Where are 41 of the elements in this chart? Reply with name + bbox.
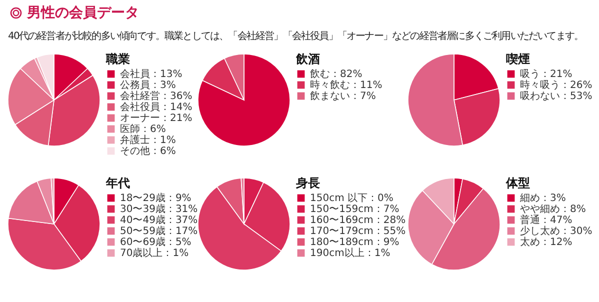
legend-label: 弁護士：1% <box>120 134 176 146</box>
legend-label: 時々飲む：11% <box>310 79 382 91</box>
legend-label: 70歳以上：1% <box>120 247 189 259</box>
legend-label: 普通：47% <box>520 214 572 226</box>
legend-label: 少し太め：30% <box>520 225 592 237</box>
legend-label: 飲まない：7% <box>310 91 376 102</box>
legend-title: 職業 <box>105 52 130 66</box>
legend-label: 150cm 以下：0% <box>310 192 394 204</box>
legend-label: 細め：3% <box>519 193 566 204</box>
pie-slice <box>198 54 290 146</box>
legend-label: 170〜179cm：55% <box>310 226 406 237</box>
legend-title: 飲酒 <box>295 52 320 66</box>
legend-label: 30〜39歳：31% <box>120 203 198 215</box>
legend-label: 公務員：3% <box>120 79 176 91</box>
legend-title: 身長 <box>295 176 320 190</box>
chart-title: 男性の会員データ <box>27 4 139 22</box>
legend-label: 180〜189cm：9% <box>310 237 400 248</box>
legend-label: 18〜29歳：9% <box>120 192 192 204</box>
legend-label: 50〜59歳：17% <box>120 225 198 237</box>
text: 40代の経営者が比較的多い傾向です。職業としては、「会社経営」「会社役員」「オーナー」などの経営者層に多くご利用いただいてます。 <box>8 30 584 43</box>
legend-label: 会社員：13% <box>120 68 182 80</box>
legend-label: 飲む：82% <box>310 69 362 80</box>
legend-title: 体型 <box>505 176 530 190</box>
legend-label: 医師：6% <box>120 123 166 135</box>
legend-label: 40〜49歳：37% <box>120 214 198 226</box>
legend-label: 60〜69歳：5% <box>120 236 192 248</box>
legend-label: 190cm以上：1% <box>310 247 390 259</box>
legend-title: 年代 <box>105 176 130 190</box>
legend-label: 150〜159cm：7% <box>310 204 400 215</box>
legend-label: 160〜169cm：28% <box>310 215 406 226</box>
pie-slice <box>202 58 244 100</box>
legend-label: 会社役員：14% <box>120 101 192 113</box>
legend-label: 時々吸う：26% <box>520 79 592 91</box>
legend-label: 吸わない：53% <box>520 91 592 102</box>
legend-label: やや細め：8% <box>520 204 586 215</box>
legend-label: 太め：12% <box>520 236 572 248</box>
legend-title: 喫煙 <box>506 52 530 66</box>
legend-label: 吸う：21% <box>520 69 572 80</box>
legend-label: 会社経営：36% <box>120 90 192 102</box>
legend-label: その他：6% <box>120 145 176 157</box>
legend-label: オーナー：21% <box>120 113 192 124</box>
